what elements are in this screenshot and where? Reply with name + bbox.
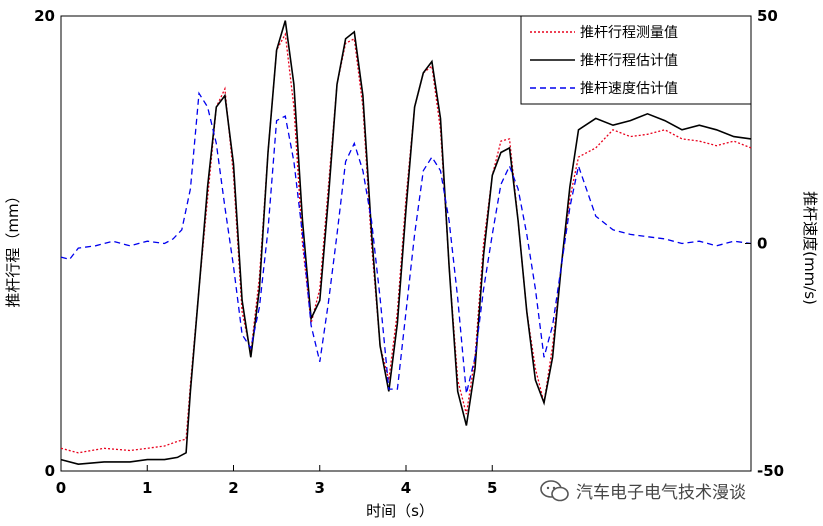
- y-right-tick-label-2: 50: [757, 7, 778, 25]
- x-tick-label-5: 5: [487, 479, 497, 497]
- x-tick-label-4: 4: [401, 479, 411, 497]
- y-left-tick-label-0: 0: [45, 462, 55, 480]
- legend-label-velocity: 推杆速度估计值: [580, 81, 678, 97]
- watermark-text: 汽车电子电气技术漫谈: [576, 483, 746, 503]
- legend-label-estimated: 推杆行程估计值: [580, 53, 678, 69]
- y-left-tick-label-1: 20: [34, 7, 55, 25]
- legend-label-measured: 推杆行程测量值: [580, 25, 678, 41]
- legend: 推杆行程测量值 推杆行程估计值 推杆速度估计值: [520, 15, 752, 105]
- wechat-icon: [540, 479, 569, 501]
- right-axis-label: 推杆速度(mm/s): [801, 191, 819, 305]
- series-line-0: [60, 32, 752, 454]
- series-line-2: [60, 91, 752, 394]
- x-axis-label: 时间（s）: [366, 502, 434, 520]
- series-line-1: [60, 20, 752, 466]
- x-tick-label-1: 1: [142, 479, 152, 497]
- y-right-tick-label-0: -50: [757, 462, 784, 480]
- left-axis-label: 推杆行程（mm）: [4, 188, 22, 307]
- x-tick-label-3: 3: [315, 479, 325, 497]
- x-tick-label-0: 0: [56, 479, 66, 497]
- y-right-tick-label-1: 0: [757, 235, 767, 253]
- x-tick-label-2: 2: [228, 479, 238, 497]
- watermark: 汽车电子电气技术漫谈: [540, 478, 746, 503]
- series-layer: [60, 20, 752, 466]
